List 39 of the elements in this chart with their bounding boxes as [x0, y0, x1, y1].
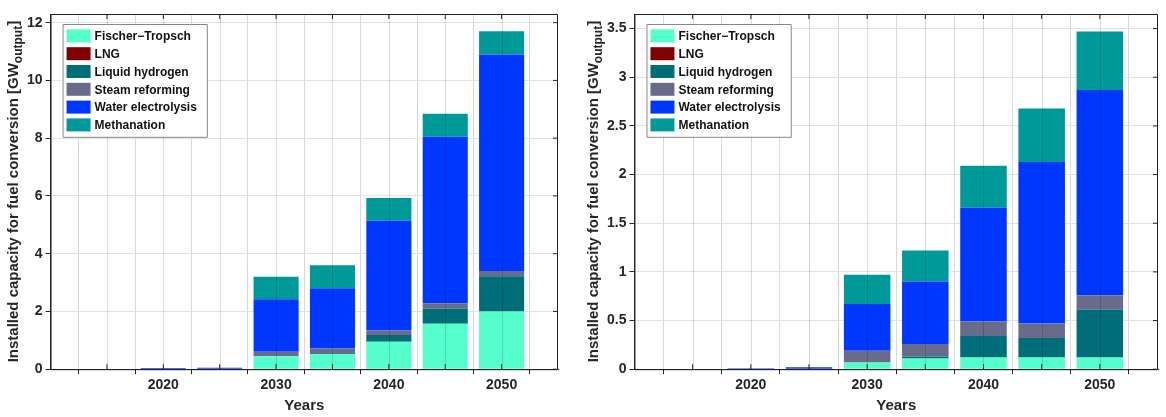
y-tick-label: 4: [34, 244, 43, 261]
y-tick-label: 10: [26, 71, 43, 88]
y-tick-label: 2: [34, 302, 43, 319]
legend-label: Steam reforming: [678, 82, 774, 97]
legend-label: Steam reforming: [94, 82, 190, 97]
legend-label: Liquid hydrogen: [94, 64, 189, 79]
legend-label: Fischer−Tropsch: [678, 29, 775, 44]
y-tick-label: 3: [618, 68, 627, 85]
y-tick-label: 2: [618, 165, 627, 182]
legend-label: Methanation: [94, 118, 166, 133]
x-tick-label: 2030: [260, 376, 292, 393]
legend-label: LNG: [94, 47, 120, 62]
x-tick-label: 2020: [147, 376, 180, 393]
x-tick-label: 2040: [967, 376, 1000, 393]
x-tick-label: 2050: [1084, 376, 1116, 393]
y-tick-label: 1.5: [606, 214, 627, 231]
y-tick-label: 12: [26, 13, 43, 30]
legend-label: Methanation: [678, 118, 750, 133]
legend-label: Fischer−Tropsch: [94, 29, 191, 44]
x-tick-label: 2050: [486, 376, 518, 393]
y-tick-label: 1: [618, 262, 627, 279]
y-tick-label: 2.5: [606, 116, 627, 133]
x-tick-label: 2030: [851, 376, 883, 393]
y-tick-label: 0.5: [606, 311, 627, 328]
x-axis-title: Years: [284, 396, 325, 414]
legend-label: LNG: [678, 47, 704, 62]
y-tick-label: 6: [34, 186, 43, 203]
y-tick-label: 0: [34, 360, 43, 377]
legend-label: Water electrolysis: [678, 100, 782, 115]
y-axis-title: Installed capacity for fuel conversion [GWoutput]: [4, 20, 26, 363]
x-axis-title: Years: [876, 396, 917, 414]
x-tick-label: 2040: [373, 376, 405, 393]
x-tick-label: 2020: [735, 376, 767, 393]
y-tick-label: 3.5: [606, 19, 627, 36]
y-axis-title: Installed capacity for fuel conversion [GWoutput]: [584, 20, 606, 363]
y-tick-label: 8: [34, 129, 43, 146]
y-tick-label: 0: [618, 360, 627, 377]
legend-label: Liquid hydrogen: [678, 64, 773, 79]
legend-label: Water electrolysis: [94, 100, 198, 115]
